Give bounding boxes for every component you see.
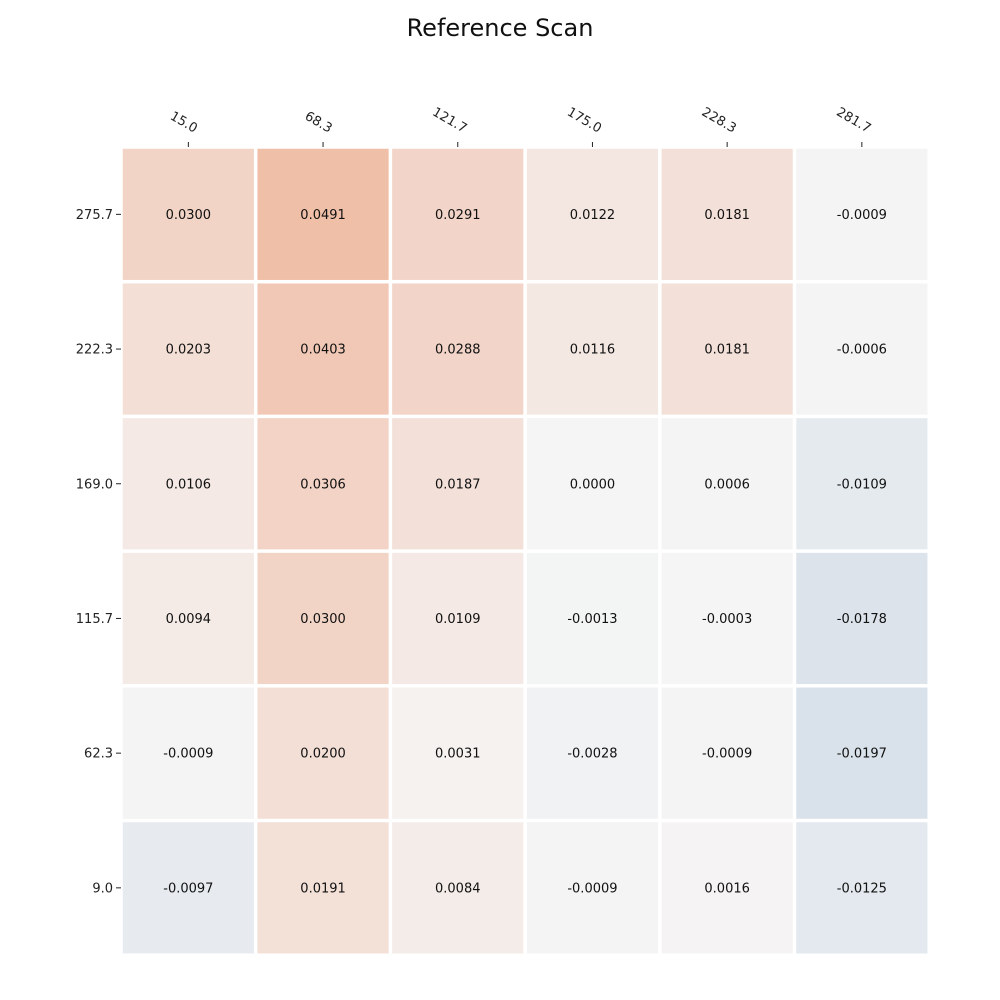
cell-value-label: 0.0122	[570, 208, 616, 223]
heatmap-cell-r3-c5	[796, 552, 928, 685]
heatmap-cell-r3-c3	[526, 552, 659, 685]
heatmap-cell-r5-c4	[661, 822, 793, 954]
cell-value-label: 0.0300	[300, 612, 346, 627]
cell-value-label: 0.0191	[300, 881, 346, 896]
heatmap-cell-r0-c3	[526, 148, 659, 280]
cell-value-label: -0.0009	[163, 747, 213, 762]
heatmap-cell-r2-c3	[526, 418, 659, 550]
cell-value-label: 0.0084	[435, 881, 481, 896]
heatmap-cell-r1-c3	[526, 283, 659, 415]
heatmap-cell-r2-c2	[392, 418, 524, 550]
cell-value-label: 0.0094	[166, 612, 212, 627]
cell-value-label: 0.0106	[166, 477, 212, 492]
x-tick-label: 175.0	[564, 105, 604, 137]
heatmap-cell-r4-c5	[796, 687, 928, 819]
cell-value-label: -0.0109	[837, 477, 887, 492]
heatmap-cell-r0-c2	[392, 148, 524, 280]
y-tick-label: 169.0	[76, 477, 113, 492]
heatmap-cell-r1-c2	[392, 283, 524, 415]
y-tick-label: 222.3	[76, 343, 113, 358]
heatmap-cell-r5-c0	[122, 822, 254, 954]
cell-value-label: 0.0181	[704, 208, 750, 223]
heatmap-cell-r3-c1	[257, 552, 389, 685]
heatmap-cell-r0-c1	[257, 148, 389, 280]
y-tick-label: 275.7	[76, 208, 113, 223]
y-tick-label: 62.3	[84, 747, 113, 762]
cell-value-label: 0.0403	[300, 343, 346, 358]
cell-value-label: -0.0003	[702, 612, 752, 627]
cell-value-label: -0.0006	[837, 343, 887, 358]
heatmap-cell-r5-c1	[257, 822, 389, 954]
y-tick-label: 9.0	[92, 881, 113, 896]
heatmap-cell-r4-c1	[257, 687, 389, 819]
cell-value-label: 0.0203	[166, 343, 212, 358]
heatmap-cell-r1-c1	[257, 283, 389, 415]
y-axis-ticks: 275.7 222.3 169.0 115.7 62.3 9.0	[76, 208, 121, 896]
cell-value-label: 0.0306	[300, 477, 346, 492]
cell-value-label: -0.0125	[837, 881, 887, 896]
cell-value-label: 0.0109	[435, 612, 481, 627]
heatmap-cell-r0-c5	[796, 148, 928, 280]
cell-value-label: 0.0016	[704, 881, 750, 896]
chart-title: Reference Scan	[406, 14, 594, 42]
cell-value-label: 0.0116	[570, 343, 616, 358]
x-tick-label: 15.0	[167, 109, 200, 136]
cell-value-label: 0.0200	[300, 747, 346, 762]
cell-value-label: 0.0288	[435, 343, 481, 358]
x-tick-label: 121.7	[430, 105, 470, 137]
heatmap-cell-r2-c5	[796, 418, 928, 550]
heatmap-cell-r2-c1	[257, 418, 389, 550]
x-tick-label: 68.3	[302, 109, 335, 136]
heatmap-cell-r4-c3	[526, 687, 659, 819]
heatmap-cells: 0.0300 0.0491 0.0291 0.0122 0.0181 -0.0009 0.0…	[122, 148, 928, 954]
cell-value-label: 0.0491	[300, 208, 346, 223]
x-tick-label: 281.7	[834, 105, 874, 137]
heatmap-cell-r5-c2	[392, 822, 524, 954]
cell-value-label: -0.0178	[837, 612, 887, 627]
heatmap-cell-r3-c4	[661, 552, 793, 685]
cell-value-label: 0.0187	[435, 477, 481, 492]
cell-value-label: 0.0300	[166, 208, 212, 223]
heatmap-cell-r4-c4	[661, 687, 793, 819]
cell-value-label: -0.0013	[567, 612, 617, 627]
cell-value-label: -0.0028	[567, 747, 617, 762]
heatmap-cell-r4-c2	[392, 687, 524, 819]
cell-value-label: 0.0000	[570, 477, 616, 492]
cell-value-label: -0.0197	[837, 747, 887, 762]
heatmap-cell-r1-c4	[661, 283, 793, 415]
heatmap-cell-r5-c5	[796, 822, 928, 954]
y-tick-label: 115.7	[76, 612, 113, 627]
cell-value-label: 0.0006	[704, 477, 750, 492]
cell-value-label: 0.0291	[435, 208, 481, 223]
cell-value-label: 0.0031	[435, 747, 481, 762]
cell-value-label: -0.0009	[567, 881, 617, 896]
cell-value-label: -0.0009	[702, 747, 752, 762]
heatmap-cell-r0-c4	[661, 148, 793, 280]
x-tick-label: 228.3	[699, 105, 739, 137]
cell-value-label: -0.0009	[837, 208, 887, 223]
cell-value-label: 0.0181	[704, 343, 750, 358]
heatmap-cell-r2-c4	[661, 418, 793, 550]
heatmap-cell-r2-c0	[122, 418, 254, 550]
heatmap-cell-r1-c5	[796, 283, 928, 415]
heatmap-cell-r0-c0	[122, 148, 254, 280]
heatmap-cell-r3-c0	[122, 552, 254, 685]
heatmap-cell-r5-c3	[526, 822, 659, 954]
cell-value-label: -0.0097	[163, 881, 213, 896]
heatmap-cell-r3-c2	[392, 552, 524, 685]
x-axis-ticks: 15.0 68.3 121.7 175.0 228.3 281.7	[167, 105, 873, 147]
heatmap-cell-r1-c0	[122, 283, 254, 415]
heatmap-cell-r4-c0	[122, 687, 254, 819]
